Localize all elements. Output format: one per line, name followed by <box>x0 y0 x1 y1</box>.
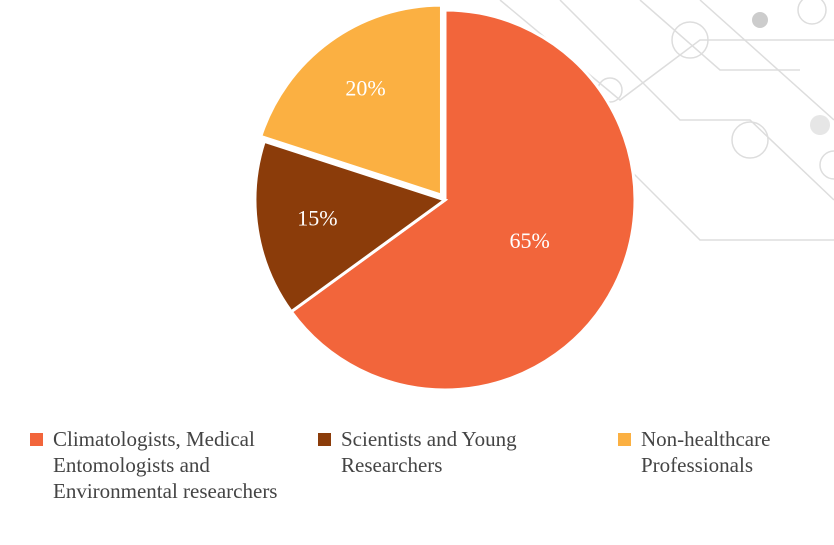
slice-label: 20% <box>345 76 385 101</box>
legend-swatch <box>618 433 631 446</box>
legend-item: Climatologists, Medical Entomologists an… <box>30 426 290 504</box>
page: {"chart_data": {"type": "pie", "categori… <box>0 0 834 545</box>
pie: 65% 15% 20% <box>255 5 635 390</box>
legend: Climatologists, Medical Entomologists an… <box>0 426 834 545</box>
legend-label: Scientists and Young Researchers <box>341 426 558 478</box>
legend-swatch <box>318 433 331 446</box>
legend-label: Climatologists, Medical Entomologists an… <box>53 426 290 504</box>
slice-label: 65% <box>509 228 549 253</box>
legend-item: Scientists and Young Researchers <box>318 426 558 478</box>
legend-label: Non-healthcare Professionals <box>641 426 818 478</box>
legend-swatch <box>30 433 43 446</box>
chart: 65% 15% 20% <box>0 0 834 420</box>
slice-label: 15% <box>297 205 337 230</box>
legend-item: Non-healthcare Professionals <box>618 426 818 478</box>
